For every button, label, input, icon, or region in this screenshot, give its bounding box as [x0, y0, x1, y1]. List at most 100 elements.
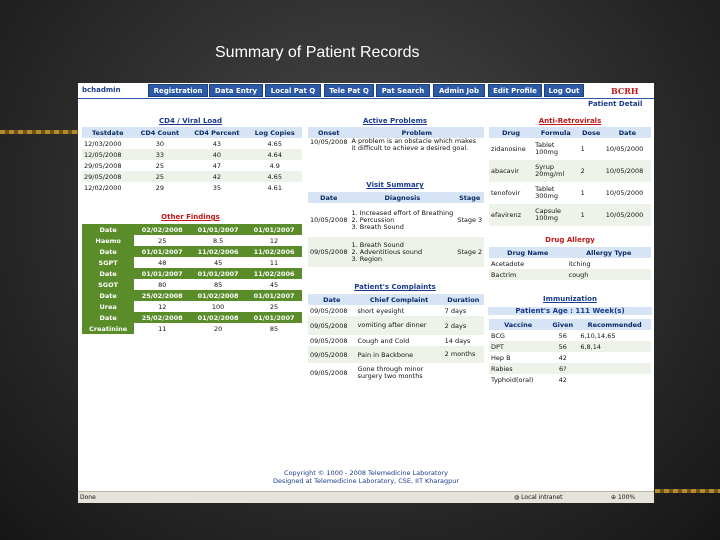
- immunization-title[interactable]: Immunization: [543, 295, 597, 303]
- cell: efavirenz: [489, 204, 534, 226]
- nav-pat-search-button[interactable]: Pat Search: [376, 84, 430, 97]
- col-header: Dose: [578, 127, 604, 138]
- table-row: zidanosine Tablet 100mg 1 10/05/2000: [489, 138, 651, 160]
- cell: 29/05/2008: [82, 171, 134, 182]
- col-header: Duration: [442, 294, 484, 305]
- cell: 10/05/2008: [310, 138, 348, 146]
- col-header: Date: [308, 192, 350, 203]
- other-findings-title[interactable]: Other Findings: [161, 213, 220, 221]
- cell: 6?: [547, 363, 579, 374]
- drug-allergy-table: Drug Name Allergy Type Acetadote itching B…: [489, 247, 651, 280]
- cell: 25/02/2008: [134, 312, 191, 323]
- cell: 01/02/2008: [190, 290, 247, 301]
- cell: 11/02/2006: [190, 246, 247, 257]
- cell: 33: [133, 149, 187, 160]
- cell: 4.61: [267, 183, 282, 192]
- cell: 01/01/2007: [190, 224, 247, 235]
- date-row: Date 01/01/2007 11/02/2006 11/02/2006: [82, 246, 302, 257]
- decor-bar-right: [655, 489, 720, 493]
- cell: 11/02/2006: [246, 268, 302, 279]
- globe-icon: ◍: [514, 494, 522, 501]
- col-header: Drug: [489, 127, 534, 138]
- visit-summary-title[interactable]: Visit Summary: [366, 181, 424, 189]
- col-header: CD4 Count: [133, 127, 187, 138]
- table-row: BCG 56 6,10,14,65: [489, 330, 651, 341]
- table-row: 09/05/2008 short eyesight 7 days: [308, 305, 484, 316]
- col-header: Onset: [308, 127, 350, 138]
- active-problems-title[interactable]: Active Problems: [362, 117, 428, 125]
- cell: A problem is an obstacle which makes it …: [351, 138, 477, 152]
- zone-label: Local intranet: [521, 494, 563, 501]
- cell: 25: [158, 236, 167, 245]
- table-row: Rabies 6?: [489, 363, 651, 374]
- cell: Hep B: [491, 353, 511, 362]
- cell: itching: [568, 259, 591, 268]
- cell: 85: [213, 280, 223, 289]
- nav-log-out-button[interactable]: Log Out: [544, 84, 584, 97]
- cell: 45: [213, 258, 223, 267]
- cell: 11: [269, 258, 279, 267]
- cell: vomiting after dinner: [355, 316, 443, 335]
- cell: 7 days: [444, 306, 467, 315]
- cell: 30: [155, 139, 164, 148]
- row-label: Date: [82, 224, 135, 235]
- cell: 01/01/2007: [246, 290, 302, 301]
- nav-registration-button[interactable]: Registration: [148, 84, 208, 97]
- cd4-table: Testdate CD4 Count CD4 Percent Log Copie…: [82, 127, 302, 193]
- decor-bar-left: [0, 130, 78, 134]
- cell: 1: [580, 145, 585, 153]
- cell: Cough and Cold: [357, 336, 410, 345]
- cell: 10/05/2008: [310, 216, 348, 224]
- table-row: 10/05/2008 1. Increased effort of Breathi…: [308, 203, 484, 237]
- date-row: Date 02/02/2008 01/01/2007 01/01/2007: [82, 224, 302, 235]
- zoom-icon: ⊕: [611, 494, 618, 501]
- cell: 4.64: [247, 149, 302, 160]
- row-label: SGOT: [82, 279, 135, 290]
- col-header: Date: [603, 127, 651, 138]
- nav-tele-pat-q-button[interactable]: Tele Pat Q: [324, 84, 374, 97]
- col-header: Diagnosis: [349, 192, 456, 203]
- cell: 43: [212, 139, 221, 148]
- cell: 25: [155, 161, 164, 170]
- cell: Bactrim: [489, 269, 567, 280]
- cell: 01/01/2007: [134, 268, 191, 279]
- cell: 02/02/2008: [134, 224, 191, 235]
- nav-local-pat-q-button[interactable]: Local Pat Q: [265, 84, 321, 97]
- cell: 1. Breath Sound 2. Adventitious sound 3.…: [349, 237, 456, 267]
- table-row: Bactrim cough: [489, 269, 651, 280]
- cell: 8.5: [212, 236, 224, 245]
- zone-indicator: ◍ Local intranet: [514, 494, 562, 501]
- other-findings-table: Date 02/02/2008 01/01/2007 01/01/2007 Haemo 2…: [82, 224, 302, 334]
- row-label: Urea: [82, 301, 135, 312]
- cell: 11: [158, 324, 167, 333]
- cell: Rabies: [489, 363, 548, 374]
- cell: cough: [566, 269, 651, 280]
- cell: Tablet 100mg: [535, 141, 558, 156]
- cell: 1: [580, 189, 585, 197]
- username: bchadmin: [82, 86, 121, 94]
- status-text: Done: [80, 494, 96, 501]
- cell: 45: [269, 280, 279, 289]
- table-row: 29/05/2008 25 42 4.65: [82, 171, 302, 182]
- cell: 09/05/2008: [310, 306, 348, 315]
- nav-bar: bchadmin Registration Data Entry Local P…: [78, 83, 654, 98]
- row-label: Date: [82, 268, 135, 279]
- browser-window: bchadmin Registration Data Entry Local P…: [78, 83, 654, 503]
- cell: 12: [158, 302, 167, 311]
- table-row: 09/05/2008 1. Breath Sound 2. Adventitiou…: [308, 237, 485, 267]
- table-row: 29/05/2008 25 47 4.9: [82, 160, 302, 171]
- cell: 10/05/2000: [603, 204, 651, 226]
- cell: 42: [186, 171, 248, 182]
- arv-title[interactable]: Anti-Retrovirals: [538, 117, 602, 125]
- nav-admin-job-button[interactable]: Admin Job: [433, 84, 485, 97]
- zoom-control[interactable]: ⊕ 100%: [611, 494, 635, 501]
- cell: Gone through minor surgery two months: [357, 364, 424, 380]
- table-row: 10/05/2008 A problem is an obstacle whic…: [308, 138, 484, 170]
- cd4-title[interactable]: CD4 / Viral Load: [159, 117, 222, 125]
- slide-title: Summary of Patient Records: [215, 44, 420, 61]
- nav-edit-profile-button[interactable]: Edit Profile: [488, 84, 542, 97]
- cell: 11/02/2006: [246, 246, 302, 257]
- complaints-title[interactable]: Patient's Complaints: [354, 283, 436, 291]
- nav-data-entry-button[interactable]: Data Entry: [209, 84, 263, 97]
- cell: short eyesight: [357, 306, 405, 315]
